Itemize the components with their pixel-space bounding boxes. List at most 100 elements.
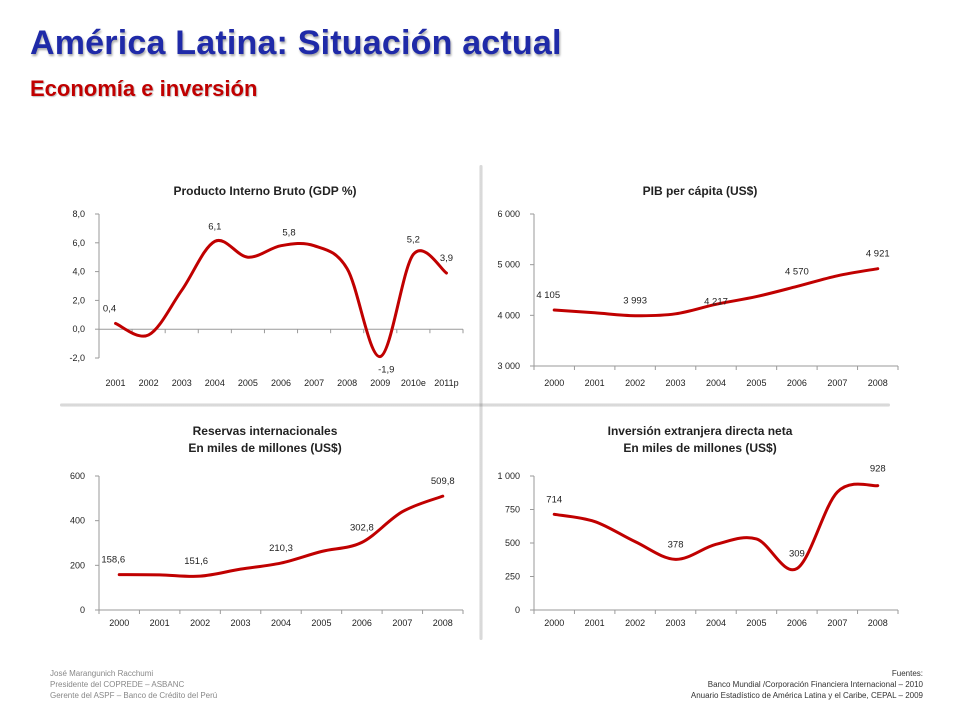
y-tick-label: 250 (505, 572, 520, 582)
data-label: 210,3 (269, 543, 293, 554)
data-label: 3,9 (440, 253, 453, 264)
y-tick-label: 4,0 (72, 267, 85, 277)
x-tick-label: 2004 (271, 618, 291, 628)
data-label: 4 105 (536, 290, 560, 301)
x-tick-label: 2007 (304, 378, 324, 388)
chart-svg: -2,0 0,0 2,0 4,0 6,0 8,0 2001 2002 2003 2004 2005 2… (69, 209, 464, 388)
data-label: 151,6 (184, 556, 208, 567)
series-line (114, 238, 448, 359)
x-tick-label: 2010e (401, 378, 426, 388)
author-info: José Marangunich Racchumi Presidente del… (50, 668, 217, 701)
vertical-divider (479, 165, 483, 640)
x-tick-label: 2006 (787, 618, 807, 628)
y-tick-label: -2,0 (69, 353, 85, 363)
x-tick-label: 2001 (106, 378, 126, 388)
slide-subtitle: Economía e inversión (30, 76, 258, 101)
x-tick-label: 2003 (231, 618, 251, 628)
chart-title-line: Reservas internacionales (192, 424, 338, 438)
chart-gdp-per-capita: PIB per cápita (US$) 3 000 4 000 5 000 6 00… (490, 180, 910, 390)
series-line (552, 267, 880, 318)
x-tick-label: 2000 (544, 618, 564, 628)
y-tick-label: 200 (70, 560, 85, 570)
y-tick-label: 0 (515, 605, 520, 615)
chart-title-line: En miles de millones (US$) (188, 441, 342, 455)
x-tick-label: 2003 (172, 378, 192, 388)
x-tick-label: 2005 (238, 378, 258, 388)
x-tick-label: 2004 (706, 618, 726, 628)
data-label: 378 (668, 539, 684, 550)
x-tick-label: 2004 (205, 378, 225, 388)
x-tick-label: 2005 (311, 618, 331, 628)
horizontal-divider (60, 403, 890, 407)
x-tick-label: 2002 (139, 378, 159, 388)
x-tick-label: 2005 (746, 378, 766, 388)
chart-svg: 0 200 400 600 2000 2001 2002 2003 2004 2005 2006 20… (70, 471, 464, 628)
x-tick-label: 2011p (434, 378, 458, 388)
x-tick-label: 2007 (827, 618, 847, 628)
x-tick-label: 2008 (868, 618, 888, 628)
chart-title: PIB per cápita (US$) (490, 183, 910, 200)
author-line: Presidente del COPREDE – ASBANC (50, 680, 185, 689)
data-label: 309 (789, 549, 805, 560)
data-label: 928 (870, 464, 886, 475)
author-line: Gerente del ASPF – Banco de Crédito del … (50, 691, 218, 700)
data-label: 302,8 (350, 522, 374, 533)
chart-svg: 3 000 4 000 5 000 6 000 2000 2001 2002 2003 2004… (497, 209, 899, 388)
x-tick-label: 2002 (190, 618, 210, 628)
chart-title-line: En miles de millones (US$) (623, 441, 777, 455)
sources-info: Fuentes: Banco Mundial /Corporación Fina… (691, 668, 923, 701)
chart-title: Inversión extranjera directa neta En mil… (490, 423, 910, 457)
data-label: 6,1 (208, 221, 221, 232)
series-line (117, 494, 445, 578)
x-tick-label: 2003 (666, 378, 686, 388)
x-tick-label: 2005 (746, 618, 766, 628)
sources-line: Fuentes: (891, 669, 923, 678)
sources-line: Anuario Estadístico de América Latina y … (690, 691, 923, 700)
y-tick-label: 2,0 (72, 295, 85, 305)
y-tick-label: 3 000 (497, 361, 520, 371)
y-tick-label: 8,0 (72, 209, 85, 219)
x-tick-label: 2001 (150, 618, 170, 628)
x-tick-label: 2006 (352, 618, 372, 628)
chart-title-line: Inversión extranjera directa neta (607, 424, 793, 438)
data-label: 4 217 (704, 296, 728, 307)
y-tick-label: 400 (70, 516, 85, 526)
x-tick-label: 2008 (433, 618, 453, 628)
x-tick-label: 2000 (544, 378, 564, 388)
x-tick-label: 2009 (370, 378, 390, 388)
chart-svg: 0 250 500 750 1 000 2000 2001 2002 2003 2004 2005 2… (497, 464, 899, 628)
data-label: 714 (546, 494, 562, 505)
data-label: -1,9 (378, 365, 394, 376)
data-label: 158,6 (101, 555, 125, 566)
x-tick-label: 2007 (392, 618, 412, 628)
y-tick-label: 6,0 (72, 238, 85, 248)
y-tick-label: 600 (70, 471, 85, 481)
data-label: 4 570 (785, 266, 809, 277)
y-tick-label: 750 (505, 505, 520, 515)
chart-title: Reservas internacionales En miles de mil… (55, 423, 475, 457)
chart-fdi: Inversión extranjera directa neta En mil… (490, 420, 910, 635)
x-tick-label: 2004 (706, 378, 726, 388)
sources-line: Banco Mundial /Corporación Financiera In… (707, 680, 923, 689)
author-line: José Marangunich Racchumi (50, 669, 154, 678)
y-tick-label: 500 (505, 538, 520, 548)
x-tick-label: 2008 (868, 378, 888, 388)
chart-title: Producto Interno Bruto (GDP %) (55, 183, 475, 200)
x-tick-label: 2006 (787, 378, 807, 388)
data-label: 509,8 (431, 476, 455, 487)
data-label: 4 921 (866, 249, 890, 260)
x-tick-label: 2001 (585, 618, 605, 628)
x-tick-label: 2000 (109, 618, 129, 628)
series-line (552, 482, 880, 572)
y-tick-label: 1 000 (497, 471, 520, 481)
y-tick-label: 6 000 (497, 209, 520, 219)
x-tick-label: 2002 (625, 378, 645, 388)
data-label: 0,4 (103, 303, 116, 314)
x-tick-label: 2001 (585, 378, 605, 388)
data-label: 5,2 (407, 234, 420, 245)
y-tick-label: 5 000 (497, 260, 520, 270)
x-tick-label: 2008 (337, 378, 357, 388)
x-tick-label: 2006 (271, 378, 291, 388)
slide-title: América Latina: Situación actual (30, 24, 562, 62)
y-tick-label: 4 000 (497, 310, 520, 320)
